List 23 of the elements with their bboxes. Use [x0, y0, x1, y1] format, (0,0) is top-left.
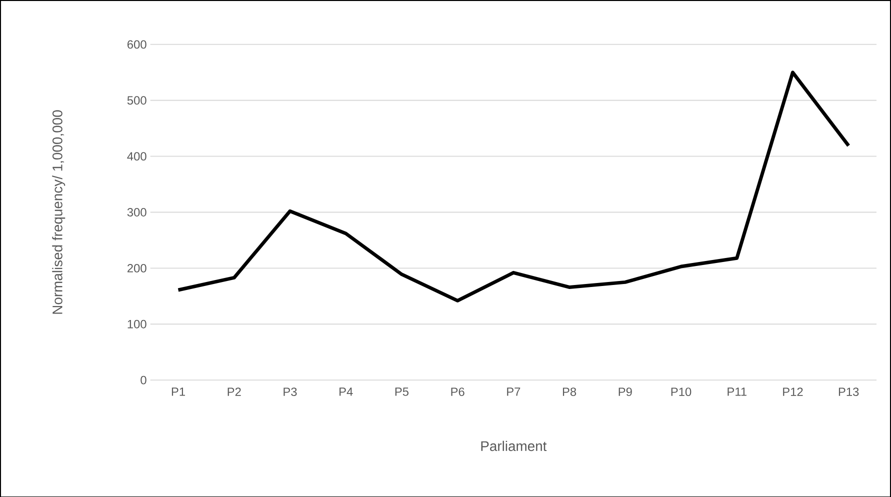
- y-tick-label: 100: [128, 320, 146, 328]
- x-tick-label: P9: [618, 387, 632, 396]
- y-tick-label: 0: [140, 376, 146, 384]
- x-tick-label: P7: [507, 387, 520, 396]
- x-tick-label: P5: [395, 387, 408, 396]
- x-tick-label: P11: [728, 387, 746, 396]
- y-axis-title: Normalised frequency/ 1,000,000: [52, 110, 66, 314]
- x-tick-label: P8: [562, 387, 576, 396]
- x-tick-label: P3: [284, 387, 297, 396]
- y-tick-label: 500: [127, 96, 146, 104]
- x-tick-label: P10: [671, 387, 692, 396]
- x-tick-label: P4: [340, 387, 353, 396]
- y-tick-label: 200: [127, 264, 146, 272]
- x-tick-label: P12: [783, 387, 803, 396]
- x-tick-label: P1: [172, 387, 185, 396]
- x-tick-label: P6: [451, 387, 464, 396]
- y-tick-label: 600: [128, 40, 146, 48]
- x-axis-title: Parliament: [481, 440, 547, 451]
- x-tick-label: P13: [838, 387, 859, 396]
- y-tick-label: 300: [127, 208, 146, 216]
- line-series: [176, 70, 850, 302]
- y-tick-label: 400: [127, 152, 146, 160]
- x-tick-label: P2: [228, 387, 241, 396]
